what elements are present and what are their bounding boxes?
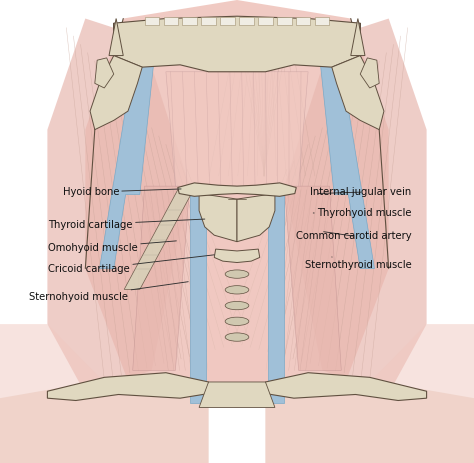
Text: Sternothyroid muscle: Sternothyroid muscle xyxy=(305,257,411,270)
Text: Thyroid cartilage: Thyroid cartilage xyxy=(48,219,205,230)
Polygon shape xyxy=(47,19,190,394)
Polygon shape xyxy=(190,194,206,403)
Polygon shape xyxy=(182,17,197,25)
Polygon shape xyxy=(100,37,156,269)
Polygon shape xyxy=(315,17,329,25)
Polygon shape xyxy=(164,17,178,25)
Polygon shape xyxy=(296,17,310,25)
Polygon shape xyxy=(258,17,273,25)
Polygon shape xyxy=(95,58,114,88)
Ellipse shape xyxy=(225,270,249,278)
Text: Hyoid bone: Hyoid bone xyxy=(63,187,181,197)
Polygon shape xyxy=(199,382,275,407)
Polygon shape xyxy=(284,186,341,370)
Ellipse shape xyxy=(225,317,249,325)
Polygon shape xyxy=(201,17,216,25)
Polygon shape xyxy=(0,382,209,463)
Text: Cricoid cartilage: Cricoid cartilage xyxy=(48,255,214,275)
Polygon shape xyxy=(0,324,209,463)
Polygon shape xyxy=(265,324,474,463)
Polygon shape xyxy=(145,17,159,25)
Polygon shape xyxy=(332,23,384,130)
Polygon shape xyxy=(109,19,123,56)
Polygon shape xyxy=(237,194,275,242)
Text: Thyrohyoid muscle: Thyrohyoid muscle xyxy=(313,208,411,218)
Polygon shape xyxy=(199,194,237,242)
Polygon shape xyxy=(166,72,308,186)
Polygon shape xyxy=(268,194,284,403)
Polygon shape xyxy=(124,190,193,289)
Ellipse shape xyxy=(225,333,249,341)
Polygon shape xyxy=(85,0,389,407)
Text: Common carotid artery: Common carotid artery xyxy=(296,231,411,241)
Polygon shape xyxy=(284,19,427,394)
Polygon shape xyxy=(351,19,365,56)
Polygon shape xyxy=(220,17,235,25)
Polygon shape xyxy=(47,373,209,400)
Polygon shape xyxy=(265,382,474,463)
Polygon shape xyxy=(318,37,374,269)
Polygon shape xyxy=(239,17,254,25)
Ellipse shape xyxy=(225,301,249,310)
Polygon shape xyxy=(214,249,260,263)
Polygon shape xyxy=(114,16,360,72)
Text: Omohyoid muscle: Omohyoid muscle xyxy=(48,241,176,253)
Polygon shape xyxy=(133,186,190,370)
Text: Internal jugular vein: Internal jugular vein xyxy=(310,187,411,197)
Polygon shape xyxy=(90,23,142,130)
Polygon shape xyxy=(178,183,296,196)
Polygon shape xyxy=(206,194,268,403)
Polygon shape xyxy=(265,373,427,400)
Text: Sternohyoid muscle: Sternohyoid muscle xyxy=(29,282,188,302)
Polygon shape xyxy=(126,65,147,139)
Ellipse shape xyxy=(225,286,249,294)
Polygon shape xyxy=(360,58,379,88)
Polygon shape xyxy=(277,17,292,25)
